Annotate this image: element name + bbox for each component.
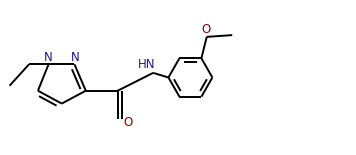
Text: O: O	[201, 22, 211, 35]
Text: N: N	[43, 51, 52, 64]
Text: HN: HN	[138, 58, 156, 71]
Text: O: O	[123, 116, 132, 129]
Text: N: N	[71, 51, 79, 64]
